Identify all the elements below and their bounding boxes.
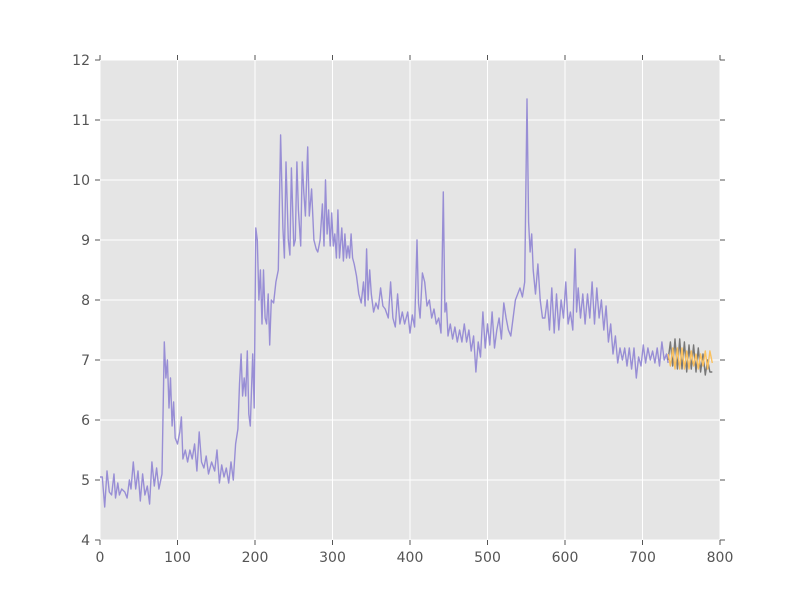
y-tick-label: 12 — [72, 53, 90, 69]
x-tick-label: 700 — [629, 550, 656, 566]
ticks — [95, 55, 725, 545]
y-tick-label: 11 — [72, 113, 90, 129]
y-tick-label: 10 — [72, 173, 90, 189]
y-tick-label: 9 — [81, 233, 90, 249]
y-tick-label: 7 — [81, 353, 90, 369]
series-line-2 — [667, 347, 713, 370]
x-tick-label: 500 — [474, 550, 501, 566]
x-tick-label: 800 — [707, 550, 734, 566]
x-tick-label: 600 — [552, 550, 579, 566]
x-tick-label: 0 — [96, 550, 105, 566]
y-tick-labels: 4 5 6 7 8 9 10 11 12 — [72, 53, 90, 549]
y-tick-label: 4 — [81, 533, 90, 549]
x-tick-labels: 0 100 200 300 400 500 600 700 800 — [96, 550, 734, 566]
series-lines — [100, 98, 713, 508]
y-tick-label: 8 — [81, 293, 90, 309]
x-tick-label: 300 — [319, 550, 346, 566]
y-tick-label: 6 — [81, 413, 90, 429]
x-tick-label: 200 — [242, 550, 269, 566]
x-tick-label: 400 — [397, 550, 424, 566]
y-tick-label: 5 — [81, 473, 90, 489]
x-tick-label: 100 — [164, 550, 191, 566]
series-line-0 — [100, 98, 669, 508]
